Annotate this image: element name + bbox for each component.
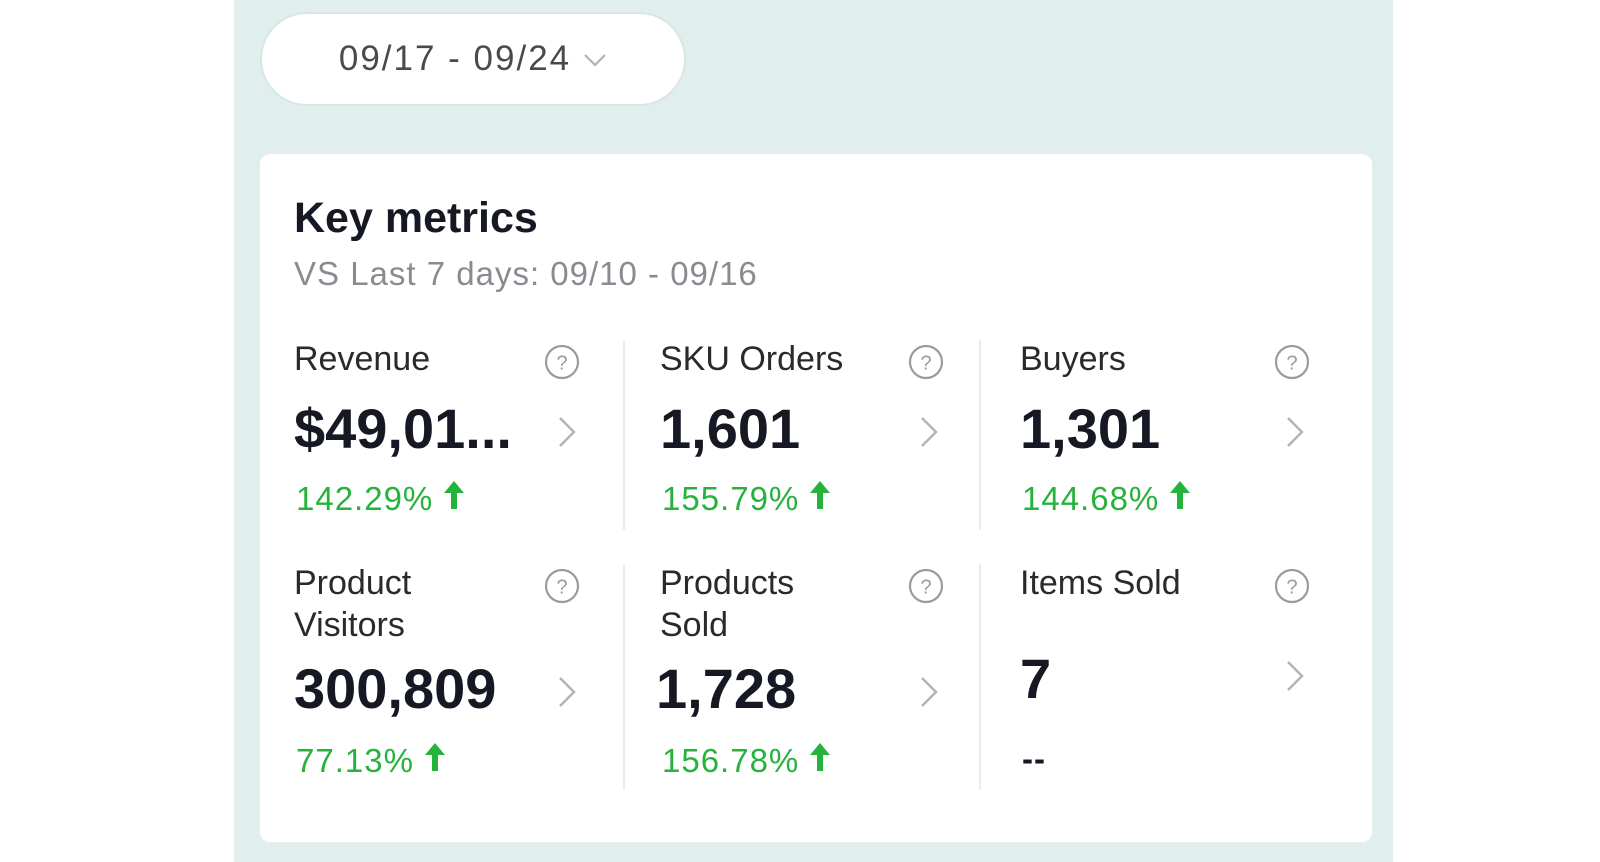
metric-change: 77.13%	[296, 742, 446, 780]
question-circle-icon[interactable]: ?	[908, 568, 944, 604]
svg-text:?: ?	[920, 353, 931, 375]
metric-change-value: 77.13%	[296, 742, 414, 779]
metric-buyers[interactable]: Buyers ? 1,301 144.68%	[1020, 338, 1316, 528]
metric-change: 144.68%	[1022, 480, 1191, 518]
svg-text:?: ?	[556, 577, 567, 599]
chevron-right-icon[interactable]	[918, 674, 940, 710]
metric-change-value: 156.78%	[662, 742, 800, 779]
svg-text:?: ?	[920, 577, 931, 599]
metric-change-value: 142.29%	[296, 480, 434, 517]
question-circle-icon[interactable]: ?	[1274, 568, 1310, 604]
chevron-right-icon[interactable]	[556, 674, 578, 710]
metric-product-visitors[interactable]: Product Visitors ? 300,809 77.13%	[294, 562, 590, 790]
chevron-right-icon[interactable]	[556, 414, 578, 450]
metric-label: Items Sold	[1020, 564, 1181, 602]
question-circle-icon[interactable]: ?	[1274, 344, 1310, 380]
question-circle-icon[interactable]: ?	[544, 568, 580, 604]
metric-value: 1,301	[1020, 397, 1161, 460]
arrow-up-icon	[424, 743, 445, 771]
svg-text:?: ?	[1286, 353, 1297, 375]
metric-value: 1,601	[660, 397, 801, 460]
chevron-right-icon[interactable]	[918, 414, 940, 450]
arrow-up-icon	[810, 481, 831, 509]
metric-change: --	[1022, 740, 1046, 778]
chevron-right-icon[interactable]	[1284, 658, 1306, 694]
metric-label: Revenue	[294, 340, 431, 378]
arrow-up-icon	[444, 481, 465, 509]
metric-label: SKU Orders	[660, 340, 844, 378]
metric-value: 7	[1020, 647, 1052, 710]
metric-label: Buyers	[1020, 340, 1126, 378]
metric-change-value: --	[1022, 740, 1046, 777]
arrow-up-icon	[810, 743, 831, 771]
metric-value: 300,809	[294, 657, 497, 720]
metric-change: 155.79%	[662, 480, 831, 518]
date-range-selector[interactable]: 09/17 - 09/24	[260, 12, 686, 106]
metric-sku-orders[interactable]: SKU Orders ? 1,601 155.79%	[660, 338, 956, 528]
metric-label: Product Visitors	[294, 564, 412, 644]
chevron-down-icon	[584, 54, 606, 67]
metric-value: $49,01...	[294, 397, 512, 460]
column-divider	[623, 564, 625, 790]
metric-change: 156.78%	[662, 742, 831, 780]
metric-revenue[interactable]: Revenue ? $49,01... 142.29%	[294, 338, 590, 528]
column-divider	[979, 340, 981, 530]
question-circle-icon[interactable]: ?	[544, 344, 580, 380]
svg-text:?: ?	[556, 353, 567, 375]
card-title: Key metrics	[294, 194, 538, 242]
question-circle-icon[interactable]: ?	[908, 344, 944, 380]
mobile-screen: 09/17 - 09/24 Key metrics VS Last 7 days…	[234, 0, 1393, 862]
column-divider	[979, 564, 981, 790]
metric-products-sold[interactable]: Products Sold ? 1,728 156.78%	[656, 562, 956, 790]
metric-value: 1,728	[656, 657, 797, 720]
metric-items-sold[interactable]: Items Sold ? 7 --	[1020, 562, 1316, 790]
chevron-right-icon[interactable]	[1284, 414, 1306, 450]
svg-text:?: ?	[1286, 577, 1297, 599]
date-range-label: 09/17 - 09/24	[338, 39, 572, 78]
metric-change-value: 155.79%	[662, 480, 800, 517]
metric-change: 142.29%	[296, 480, 465, 518]
arrow-up-icon	[1170, 481, 1191, 509]
key-metrics-card: Key metrics VS Last 7 days: 09/10 - 09/1…	[260, 154, 1372, 842]
metric-label: Products Sold	[660, 564, 795, 644]
metric-change-value: 144.68%	[1022, 480, 1160, 517]
column-divider	[623, 340, 625, 530]
comparison-period: VS Last 7 days: 09/10 - 09/16	[294, 255, 758, 292]
